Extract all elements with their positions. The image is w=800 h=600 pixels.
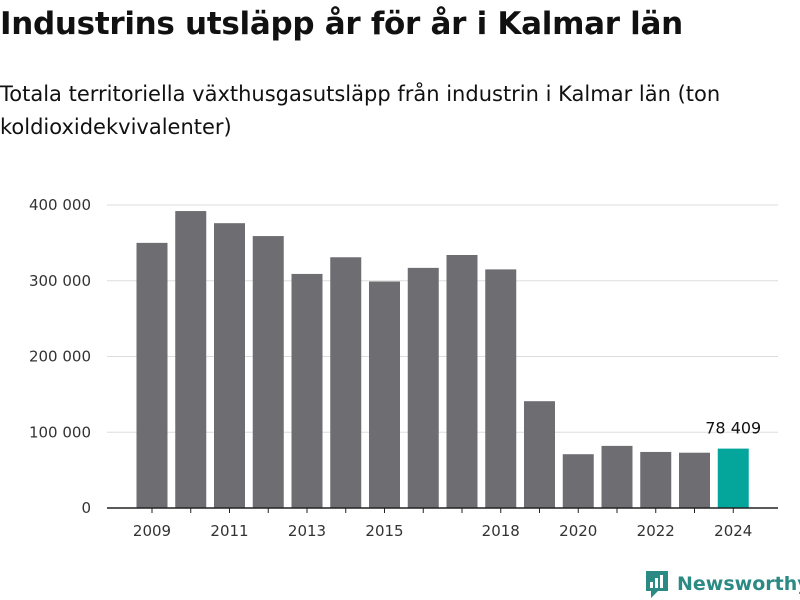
y-tick-label: 100 000: [29, 423, 91, 441]
bar-2020: [562, 454, 594, 508]
bar-2021: [601, 445, 633, 508]
bar-2018: [485, 269, 517, 508]
chart-title: Industrins utsläpp år för år i Kalmar lä…: [0, 6, 683, 42]
newsworthy-logo-icon: [646, 571, 668, 598]
data-label-2024: 78 409: [705, 419, 761, 438]
bar-2009: [136, 242, 168, 508]
bar-2023: [679, 452, 710, 508]
y-tick-label: 400 000: [29, 196, 91, 214]
bar-2024: [717, 448, 749, 508]
x-tick-label: 2015: [365, 522, 403, 540]
labels: 0 100 000 200 000 300 000 400 000 2009 2011 201…: [29, 196, 761, 540]
chart-subtitle: Totala territoriella växthusgasutsläpp f…: [0, 82, 721, 139]
bar-2014: [330, 257, 362, 508]
x-tick-label: 2018: [482, 522, 520, 540]
y-tick-label: 0: [81, 499, 91, 517]
brand-name: Newsworthy: [677, 573, 800, 595]
x-tick-label: 2009: [133, 522, 171, 540]
bar-2016: [407, 267, 439, 508]
x-tick-label: 2020: [559, 522, 597, 540]
x-tick-label: 2024: [714, 522, 752, 540]
bar-2022: [640, 451, 672, 508]
y-tick-label: 200 000: [29, 348, 91, 366]
bars: [136, 211, 749, 508]
bar-2012: [252, 236, 284, 508]
x-tick-label: 2022: [637, 522, 675, 540]
bar-2017: [446, 254, 478, 508]
x-tick-label: 2013: [288, 522, 326, 540]
axes: [107, 507, 778, 513]
bar-2011: [214, 223, 245, 508]
brand-logo: Newsworthy: [644, 568, 800, 600]
bar-2019: [524, 401, 555, 508]
x-tick-label: 2011: [210, 522, 248, 540]
bar-2013: [291, 273, 323, 508]
bar-2015: [369, 281, 400, 508]
grid-lines: [107, 204, 778, 433]
y-tick-label: 300 000: [29, 272, 91, 290]
bar-2010: [175, 211, 207, 508]
